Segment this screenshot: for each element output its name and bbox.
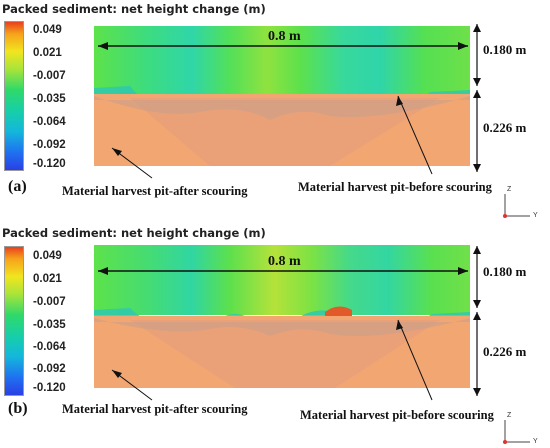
- colorbar: [4, 246, 24, 396]
- colorbar-title: Packed sediment: net height change (m): [2, 226, 266, 240]
- colorbar-tick: -0.035: [33, 319, 66, 331]
- after-scouring-label: Material harvest pit-after scouring: [62, 184, 248, 198]
- arrowhead: [473, 312, 481, 320]
- panel-letter: (a): [8, 178, 27, 195]
- colorbar-tick: -0.092: [33, 139, 66, 151]
- colorbar-title: Packed sediment: net height change (m): [2, 2, 266, 16]
- colorbar-tick: 0.021: [33, 273, 62, 285]
- water-volume: [94, 245, 470, 315]
- deposition-zone: [325, 306, 352, 316]
- colorbar-tick: -0.120: [33, 158, 66, 170]
- water-volume: [94, 26, 470, 94]
- pit-before-scouring: [130, 320, 440, 388]
- axis-origin-icon: [503, 440, 507, 444]
- pit-after-scouring: [94, 96, 470, 120]
- pit-after-scouring: [94, 318, 470, 336]
- flume-scene: [94, 245, 530, 444]
- arrowhead: [473, 388, 481, 396]
- flume-scene: [94, 24, 530, 218]
- arrowhead: [396, 320, 403, 330]
- colorbar-tick: -0.035: [33, 93, 66, 105]
- arrowhead: [98, 42, 108, 50]
- arrowhead: [473, 246, 481, 254]
- before-scouring-label: Material harvest pit-before scouring: [298, 180, 492, 194]
- arrowhead: [98, 267, 108, 275]
- arrowhead: [112, 370, 122, 378]
- arrowhead: [473, 164, 481, 172]
- leader-before: [397, 95, 433, 175]
- colorbar: [4, 21, 24, 171]
- panel-a: Packed sediment: net height change (m) 0…: [2, 2, 538, 219]
- before-scouring-label: Material harvest pit-before scouring: [300, 408, 494, 422]
- colorbar-tick: -0.064: [33, 341, 66, 353]
- colorbar-tick: -0.092: [33, 363, 66, 375]
- arrowhead: [473, 90, 481, 98]
- colorbar-tick: 0.049: [33, 24, 62, 36]
- colorbar-tick: -0.007: [33, 70, 66, 82]
- arrowhead: [458, 267, 468, 275]
- arrowhead: [458, 42, 468, 50]
- colorbar-tick: 0.021: [33, 47, 62, 59]
- leader-before: [397, 319, 433, 401]
- y-axis-label: Y: [533, 438, 538, 445]
- arrowhead: [473, 24, 481, 32]
- colorbar-tick: -0.007: [33, 296, 66, 308]
- y-axis-label: Y: [533, 212, 538, 219]
- width-label: 0.8 m: [268, 29, 301, 44]
- arrowhead: [473, 300, 481, 308]
- sediment-depth-label: 0.226 m: [483, 120, 527, 135]
- panel-letter: (b): [8, 400, 28, 417]
- colorbar-tick: 0.049: [33, 250, 62, 262]
- colorbar-tick: -0.064: [33, 116, 66, 128]
- arrowhead: [396, 96, 403, 106]
- z-axis-label: Z: [507, 186, 512, 193]
- water-depth-label: 0.180 m: [483, 264, 527, 279]
- after-scouring-label: Material harvest pit-after scouring: [62, 402, 248, 416]
- panel-b: Packed sediment: net height change (m) 0…: [0, 224, 550, 448]
- colorbar-tick: -0.120: [33, 382, 66, 394]
- z-axis-label: Z: [507, 412, 512, 419]
- water-depth-label: 0.180 m: [483, 42, 527, 57]
- axis-origin-icon: [503, 214, 507, 218]
- width-label: 0.8 m: [268, 254, 301, 269]
- arrowhead: [473, 78, 481, 86]
- arrowhead: [112, 148, 122, 156]
- sediment-depth-label: 0.226 m: [483, 344, 527, 359]
